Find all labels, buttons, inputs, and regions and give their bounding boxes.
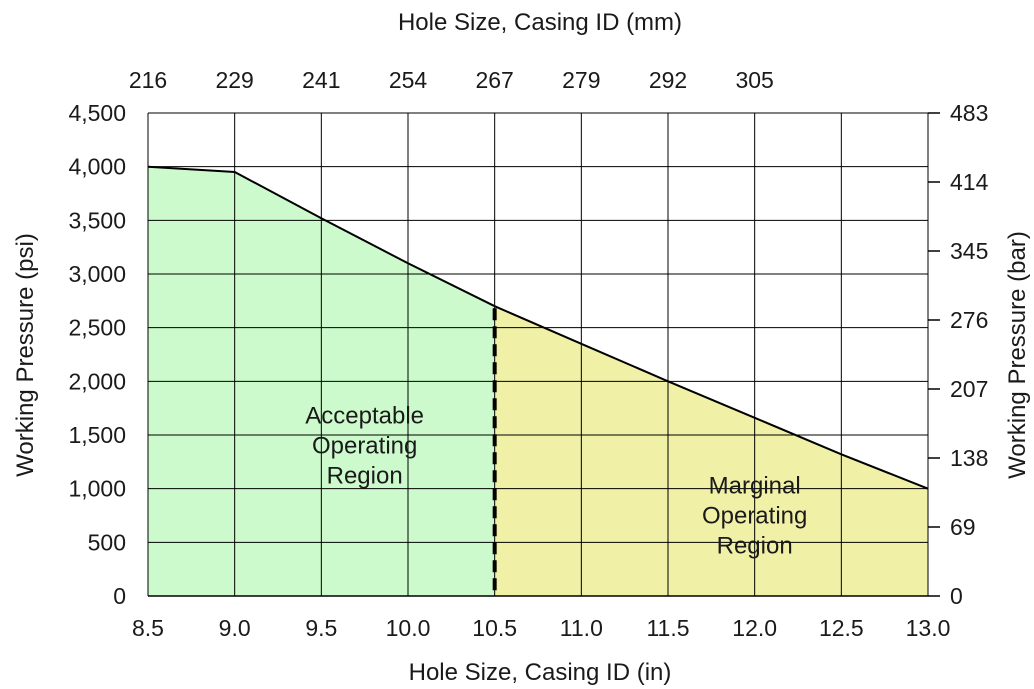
y-tick-label: 1,500	[68, 422, 126, 448]
region-fill-1	[494, 306, 928, 596]
x-tick-label: 13.0	[906, 615, 951, 641]
region-label-0-2: Region	[327, 463, 403, 490]
right-tick-label: 414	[950, 169, 989, 195]
x-axis-title: Hole Size, Casing ID (in)	[409, 659, 672, 686]
y-tick-label: 4,000	[68, 154, 126, 180]
region-label-1-2: Region	[717, 533, 793, 560]
x-tick-label: 10.5	[472, 615, 517, 641]
x-tick-label: 8.5	[132, 615, 164, 641]
x-tick-label: 10.0	[386, 615, 431, 641]
y-tick-label: 0	[113, 583, 126, 609]
y-tick-label: 3,000	[68, 261, 126, 287]
region-label-1-1: Operating	[702, 503, 807, 530]
right-tick-label: 483	[950, 100, 988, 126]
top-tick-label: 229	[215, 67, 253, 93]
x-tick-label: 9.5	[305, 615, 337, 641]
right-tick-label: 69	[950, 514, 976, 540]
x-tick-label: 12.5	[819, 615, 864, 641]
top-tick-label: 254	[389, 67, 428, 93]
right-tick-label: 0	[950, 583, 963, 609]
top-tick-label: 267	[475, 67, 513, 93]
x-tick-label: 11.0	[560, 615, 603, 641]
y-axis-title: Working Pressure (psi)	[12, 233, 39, 477]
y-tick-label: 2,000	[68, 368, 126, 394]
top-tick-label: 305	[735, 67, 773, 93]
region-label-0-1: Operating	[312, 433, 417, 460]
right-tick-label: 345	[950, 238, 988, 264]
right-axis-title: Working Pressure (bar)	[1004, 231, 1031, 479]
top-tick-label: 292	[649, 67, 687, 93]
pressure-curve	[147, 165, 929, 490]
right-tick-label: 276	[950, 307, 988, 333]
x-tick-label: 12.0	[732, 615, 777, 641]
top-tick-label: 279	[562, 67, 600, 93]
x-tick-label: 11.5	[646, 615, 689, 641]
right-tick-label: 138	[950, 445, 988, 471]
y-tick-label: 2,500	[68, 315, 126, 341]
region-label-0-0: Acceptable	[305, 403, 424, 430]
top-tick-label: 216	[129, 67, 167, 93]
region-label-1-0: Marginal	[709, 473, 801, 500]
x-tick-label: 9.0	[219, 615, 251, 641]
y-tick-label: 1,000	[68, 476, 126, 502]
y-tick-label: 4,500	[68, 100, 126, 126]
top-tick-label: 241	[302, 67, 340, 93]
right-tick-label: 207	[950, 376, 988, 402]
top-axis-title: Hole Size, Casing ID (mm)	[398, 9, 682, 36]
ticks-layer: 0 500 1,000 1,500 2,000 2,500 3,000 3,500 4,000 4…	[68, 67, 988, 641]
y-tick-label: 500	[88, 529, 126, 555]
y-tick-label: 3,500	[68, 207, 126, 233]
curve-layer: Acceptable Operating Region Marginal Operati…	[147, 165, 929, 596]
